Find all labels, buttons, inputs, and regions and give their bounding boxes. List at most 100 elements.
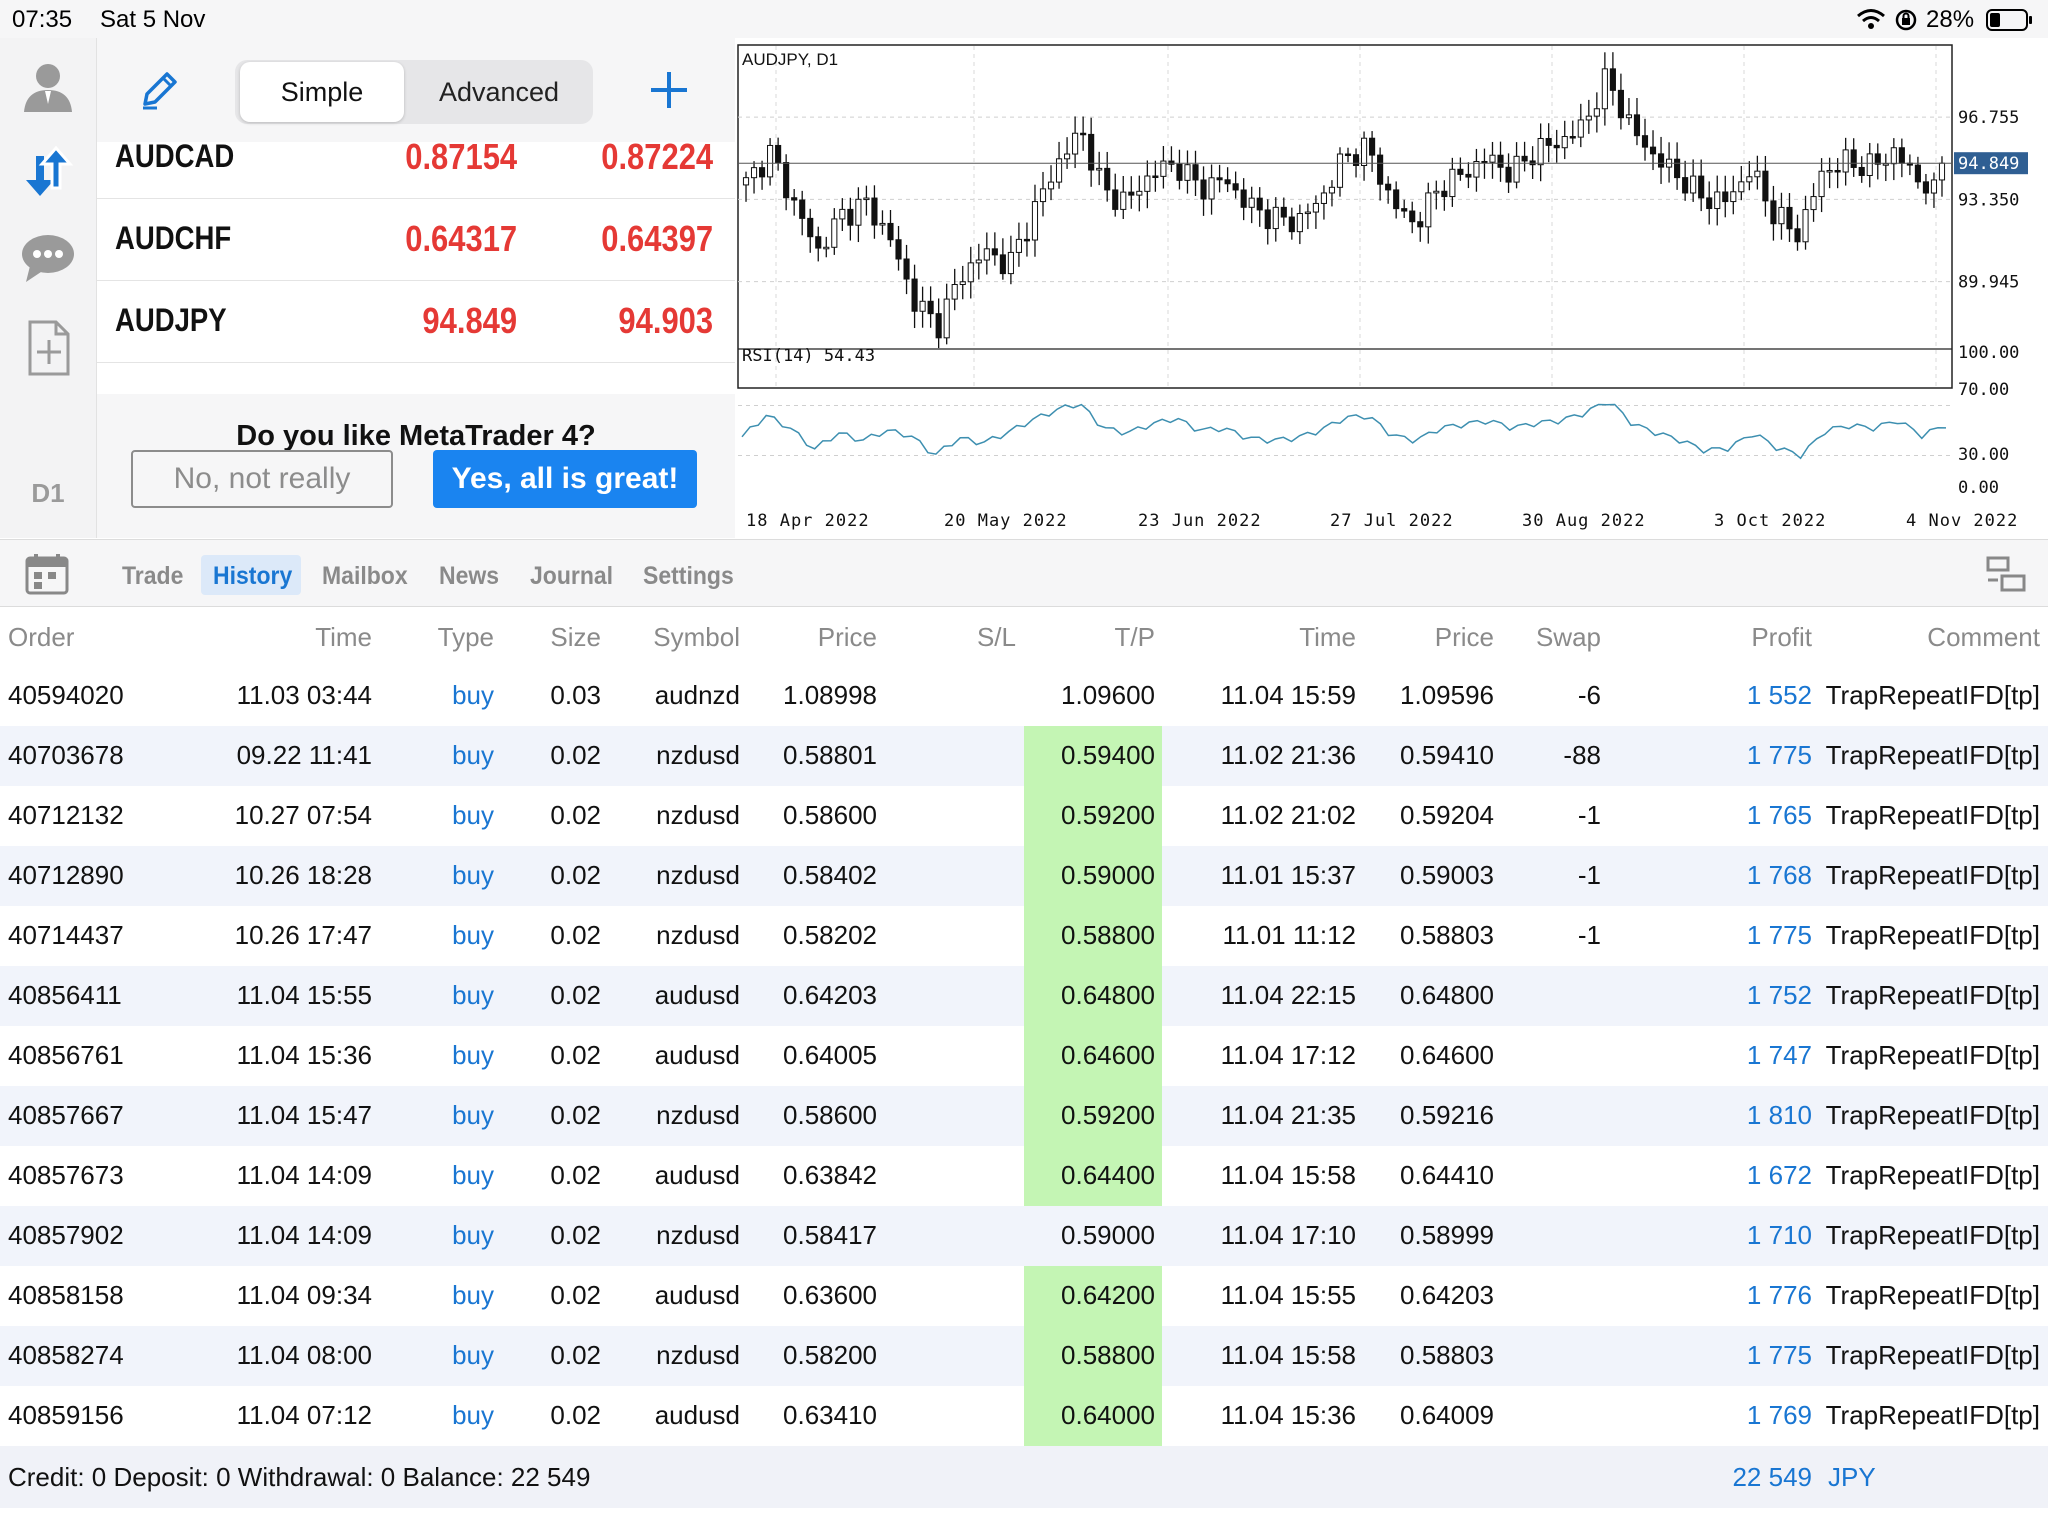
table-row[interactable]: 40594020 11.03 03:44 buy 0.03 audnzd 1.08998 1… [0, 666, 2048, 726]
candle-bear [1674, 158, 1681, 179]
table-row[interactable]: 40857673 11.04 14:09 buy 0.02 audusd 0.63842 0… [0, 1146, 2048, 1206]
tab-journal[interactable]: Journal [530, 561, 614, 590]
quote-row[interactable]: AUDCHF 0.64317 0.64397 [97, 198, 735, 281]
close-price: 1.09596 [1400, 680, 1494, 710]
candle-bull [967, 262, 974, 283]
survey-no-button[interactable]: No, not really [131, 450, 393, 508]
col-comment: Comment [1927, 622, 2040, 652]
order-id: 40857673 [8, 1160, 124, 1190]
chat-icon[interactable] [18, 228, 78, 288]
timeframe-label[interactable]: D1 [31, 478, 65, 508]
trade-symbol: audusd [654, 1160, 740, 1190]
trade-type: buy [452, 680, 494, 710]
table-row[interactable]: 40714437 10.26 17:47 buy 0.02 nzdusd 0.58202 0… [0, 906, 2048, 966]
candle-bear [815, 236, 822, 249]
candle-bull [1513, 155, 1520, 183]
survey-question: Do you like MetaTrader 4? [236, 420, 596, 452]
open-time: 11.04 09:34 [236, 1280, 372, 1310]
table-row[interactable]: 40856411 11.04 15:55 buy 0.02 audusd 0.64203 0… [0, 966, 2048, 1026]
table-row[interactable]: 40712132 10.27 07:54 buy 0.02 nzdusd 0.58600 0… [0, 786, 2048, 846]
table-row[interactable]: 40856761 11.04 15:36 buy 0.02 audusd 0.64005 0… [0, 1026, 2048, 1086]
add-plus-icon[interactable] [647, 68, 691, 112]
candle-bull [1842, 149, 1849, 173]
trade-type: buy [452, 1340, 494, 1370]
table-row[interactable]: 40859156 11.04 07:12 buy 0.02 audusd 0.63410 0… [0, 1386, 2048, 1446]
candle-bear [1762, 170, 1769, 202]
rsi-tick-label: 0.00 [1958, 478, 1999, 498]
candle-bull [1064, 153, 1071, 160]
date-tick-label: 23 Jun 2022 [1138, 511, 1262, 531]
candle-bear [1168, 160, 1175, 165]
tab-trade[interactable]: Trade [122, 561, 184, 590]
profit-value: 1 775 [1746, 740, 1812, 770]
tab-settings[interactable]: Settings [643, 561, 734, 590]
left-nav-rail: D1 [0, 38, 97, 538]
take-profit: 0.59000 [1061, 1220, 1155, 1250]
close-time: 11.01 15:37 [1220, 860, 1356, 890]
price-chart[interactable]: 96.755 93.350 89.945 100.00 70.00 30.00 0.00 18… [736, 38, 2048, 538]
segment-simple[interactable]: Simple [240, 62, 404, 122]
open-time: 10.27 07:54 [234, 800, 372, 830]
candle-bull [1754, 170, 1761, 178]
trade-arrows-icon[interactable] [18, 142, 78, 202]
segment-advanced[interactable]: Advanced [438, 76, 560, 107]
table-row[interactable]: 40857902 11.04 14:09 buy 0.02 nzdusd 0.58417 0… [0, 1206, 2048, 1266]
calendar-icon[interactable] [24, 552, 70, 596]
trade-size: 0.02 [550, 1160, 601, 1190]
table-row[interactable]: 40857667 11.04 15:47 buy 0.02 nzdusd 0.58600 0… [0, 1086, 2048, 1146]
trade-type: buy [452, 1220, 494, 1250]
tp-hit-highlight [1024, 1026, 1162, 1086]
layout-toggle-icon[interactable] [1986, 556, 2026, 592]
candle-bear [1369, 137, 1376, 156]
candle-bear [927, 300, 934, 315]
trade-symbol: audusd [654, 1280, 740, 1310]
candle-bull [855, 198, 862, 226]
close-price: 0.64800 [1400, 980, 1494, 1010]
chart-canvas[interactable]: 96.755 93.350 89.945 100.00 70.00 30.00 0.00 18… [736, 38, 2048, 538]
candle-bull [1208, 177, 1215, 200]
col-symbol: Symbol [653, 622, 740, 652]
open-time: 11.04 14:09 [236, 1220, 372, 1250]
tab-mailbox[interactable]: Mailbox [322, 561, 408, 590]
candle-bear [1722, 191, 1729, 203]
table-row[interactable]: 40703678 09.22 11:41 buy 0.02 nzdusd 0.58801 0… [0, 726, 2048, 786]
trade-symbol: audusd [654, 1400, 740, 1430]
tab-history[interactable]: History [213, 561, 293, 590]
price-tick-label: 96.755 [1958, 108, 2019, 128]
trade-type: buy [452, 860, 494, 890]
table-row[interactable]: 40712890 10.26 18:28 buy 0.02 nzdusd 0.58402 0… [0, 846, 2048, 906]
tp-hit-highlight [1024, 906, 1162, 966]
candle-bear [903, 258, 910, 280]
quote-row[interactable]: AUDCAD 0.87154 0.87224 [97, 142, 735, 199]
survey-yes-button[interactable]: Yes, all is great! [433, 450, 697, 508]
trade-size: 0.02 [550, 860, 601, 890]
quote-row[interactable]: AUDJPY 94.849 94.903 [97, 280, 735, 363]
candle-bull [975, 259, 982, 264]
candle-bull [1320, 192, 1328, 204]
candle-bear [1505, 166, 1512, 183]
profit-value: 1 747 [1746, 1040, 1812, 1070]
table-row[interactable]: 40858158 11.04 09:34 buy 0.02 audusd 0.63600 0… [0, 1266, 2048, 1326]
candle-bear [1657, 153, 1665, 168]
candle-bear [1128, 191, 1135, 196]
user-icon[interactable] [18, 56, 78, 116]
candle-bull [1473, 160, 1480, 178]
edit-pencil-icon[interactable] [137, 68, 181, 112]
table-row[interactable]: 40858274 11.04 08:00 buy 0.02 nzdusd 0.58200 0… [0, 1326, 2048, 1386]
candle-bear [1112, 189, 1119, 210]
chart-grid [738, 46, 1952, 456]
add-document-icon[interactable] [18, 318, 78, 378]
open-time: 11.04 14:09 [236, 1160, 372, 1190]
candle-bull [1938, 162, 1946, 181]
candle-bear [1465, 173, 1472, 178]
quote-ask: 94.903 [618, 300, 713, 341]
close-time: 11.04 21:35 [1220, 1100, 1356, 1130]
trade-size: 0.02 [550, 1400, 601, 1430]
tab-news[interactable]: News [439, 561, 500, 590]
candle-bull [1144, 175, 1151, 192]
candle-bull [1007, 251, 1014, 275]
candle-bull [919, 300, 926, 312]
candle-bull [959, 281, 966, 286]
candle-bull [1072, 132, 1079, 155]
table-header: Order Time Type Size Symbol Price S/L T/… [0, 606, 2048, 666]
